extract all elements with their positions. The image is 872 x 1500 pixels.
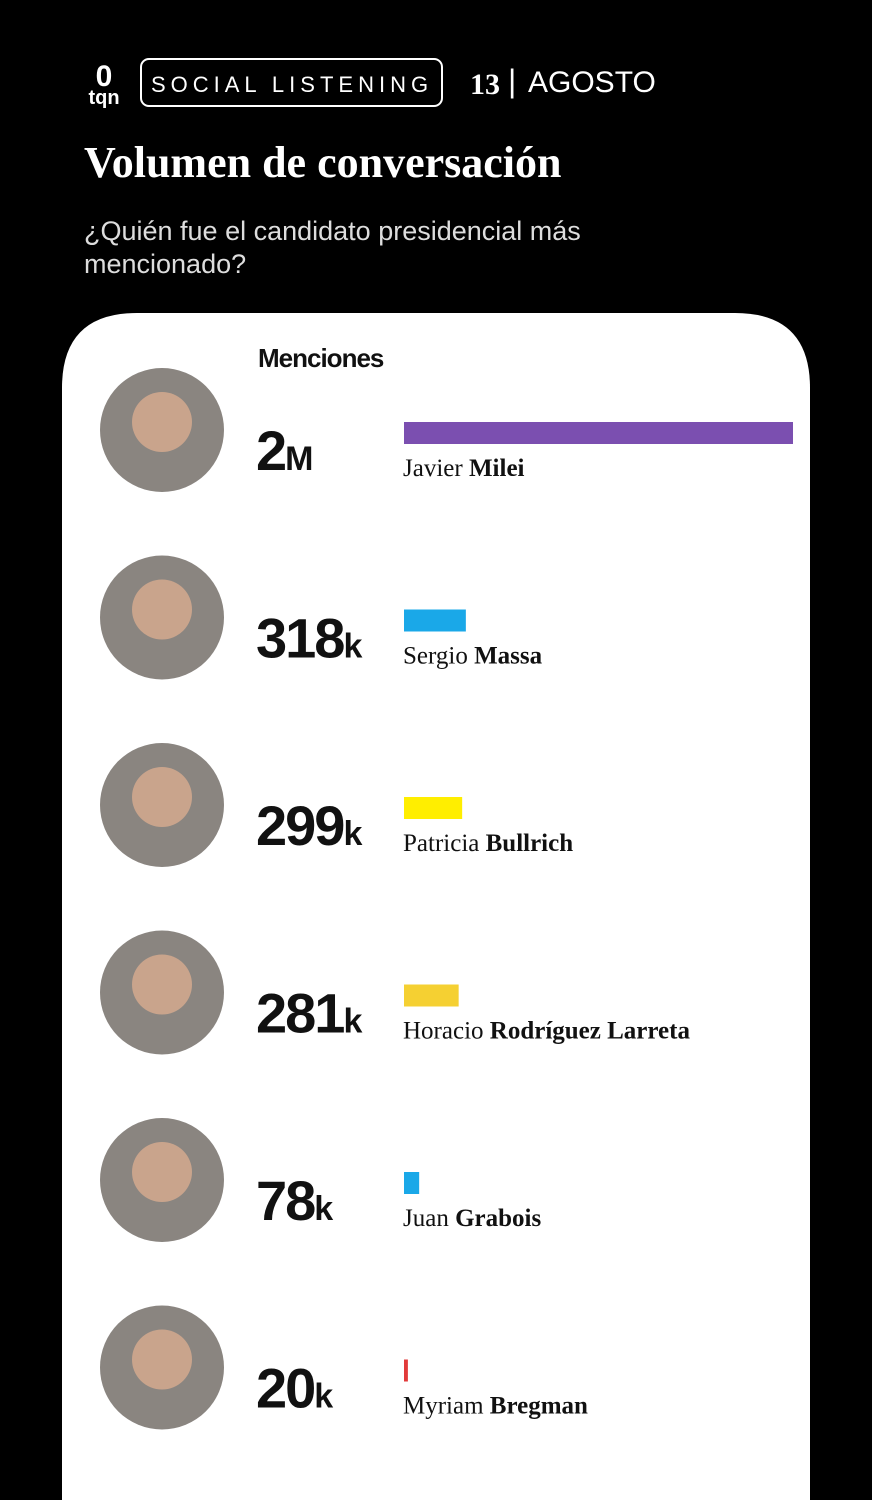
bar (404, 609, 466, 632)
bar (404, 797, 463, 819)
photo-face (132, 954, 192, 1015)
photo-face (132, 392, 192, 452)
photo-face (132, 767, 192, 827)
value-label: 318k (256, 607, 362, 670)
chart-title: Volumen de conversación (84, 138, 562, 187)
badge-box (140, 58, 443, 107)
value-label: 78k (256, 1169, 333, 1232)
subtitle: mencionado? (84, 249, 246, 279)
bar (404, 422, 793, 444)
date-month: AGOSTO (528, 66, 656, 99)
card (62, 313, 810, 1500)
candidate-name: Juan Grabois (403, 1205, 541, 1232)
value-label: 20k (256, 1357, 333, 1420)
value-label: 281k (256, 982, 362, 1045)
date-separator: | (508, 63, 516, 99)
badge: SOCIAL LISTENING (151, 72, 433, 97)
candidate-name: Sergio Massa (403, 643, 543, 670)
value-label: 2M (256, 419, 312, 482)
candidate-name: Myriam Bregman (403, 1393, 588, 1420)
photo-face (132, 1329, 192, 1390)
value-header: Menciones (258, 343, 384, 373)
date-day: 13 (470, 68, 500, 101)
bar (404, 1172, 420, 1194)
bar (404, 1359, 408, 1382)
photo-face (132, 579, 192, 640)
candidate-name: Javier Milei (403, 455, 525, 482)
bar (404, 984, 459, 1007)
logo-bottom: tqn (88, 87, 119, 109)
candidate-name: Horacio Rodríguez Larreta (403, 1018, 690, 1045)
value-label: 299k (256, 794, 362, 857)
logo-top: 0 (96, 60, 113, 93)
photo-face (132, 1142, 192, 1202)
subtitle: ¿Quién fue el candidato presidencial más (84, 216, 581, 246)
candidate-name: Patricia Bullrich (403, 830, 573, 857)
